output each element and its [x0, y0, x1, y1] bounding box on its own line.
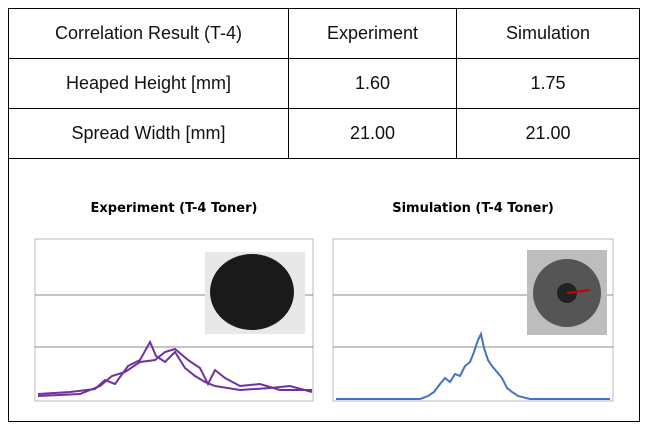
- experiment-plot: [34, 238, 314, 402]
- header-row: Correlation Result (T-4) Experiment Simu…: [8, 8, 640, 59]
- header-cell: Correlation Result (T-4): [8, 8, 289, 59]
- row: Heaped Height [mm] 1.60 1.75: [8, 58, 640, 109]
- cell: Heaped Height [mm]: [8, 58, 289, 109]
- inset-axis: [566, 289, 591, 294]
- cell: Spread Width [mm]: [8, 108, 289, 159]
- cell: 21.00: [288, 108, 457, 159]
- simulation-plot: [332, 238, 614, 402]
- figure-title: Experiment (T-4 Toner): [91, 201, 258, 216]
- profile-line: [37, 339, 313, 395]
- header-cell: Experiment: [288, 8, 457, 59]
- profile-line: [336, 331, 610, 400]
- row: Spread Width [mm] 21.00 21.00: [8, 108, 640, 159]
- figure-title: Simulation (T-4 Toner): [392, 201, 554, 216]
- profile-line: [37, 347, 312, 397]
- cell: 21.00: [456, 108, 640, 159]
- inset-spot: [210, 254, 294, 330]
- cell: 1.75: [456, 58, 640, 109]
